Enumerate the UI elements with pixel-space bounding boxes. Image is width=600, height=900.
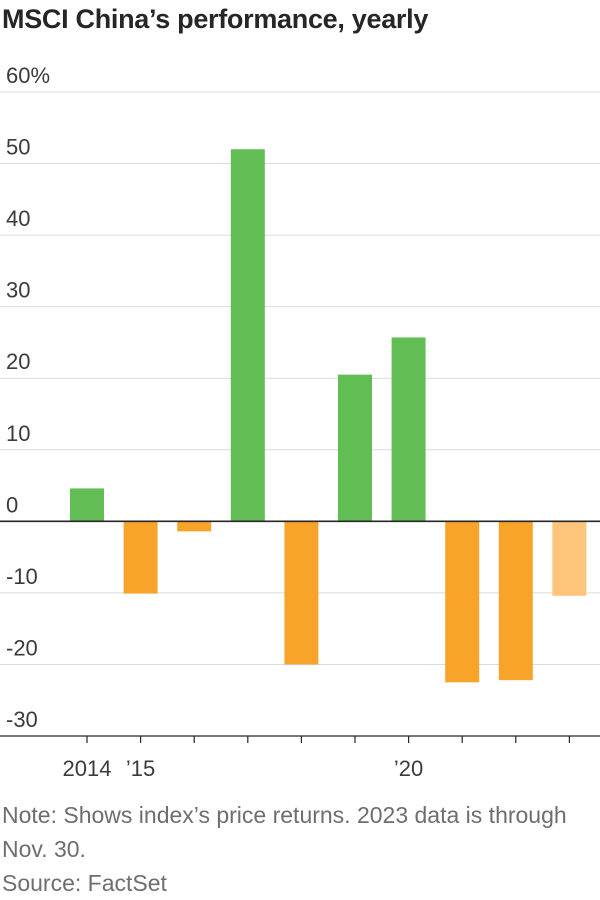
bar-2017 xyxy=(230,149,265,522)
bar-2016 xyxy=(177,521,212,532)
bar-2022 xyxy=(498,521,533,681)
chart-title: MSCI China’s performance, yearly xyxy=(2,4,429,34)
x-tick-label: ’20 xyxy=(394,756,423,781)
y-tick-label: 30 xyxy=(6,278,30,303)
bar-chart: 60% 50 40 30 20 10 0 -10 -20 -30 2014 ’15 ’20 xyxy=(0,63,600,781)
x-tick-label: ’15 xyxy=(126,756,155,781)
y-tick-label: 40 xyxy=(6,206,30,231)
bar-2018 xyxy=(284,521,319,665)
chart-note: Note: Shows index’s price returns. 2023 … xyxy=(2,802,567,862)
y-tick-label: 0 xyxy=(6,492,18,517)
chart-source: Source: FactSet xyxy=(2,870,167,896)
bar-2023 xyxy=(552,521,587,596)
y-axis-tick-labels: 60% 50 40 30 20 10 0 -10 -20 -30 xyxy=(6,63,50,732)
x-axis: 2014 ’15 ’20 xyxy=(0,735,600,781)
y-tick-label: -30 xyxy=(6,707,38,732)
y-tick-label: -20 xyxy=(6,635,38,660)
bar-2019 xyxy=(338,374,372,522)
y-tick-label: 10 xyxy=(6,421,30,446)
y-tick-label: -10 xyxy=(6,564,38,589)
bar-2020 xyxy=(391,337,426,522)
y-tick-label: 60% xyxy=(6,63,50,88)
y-tick-label: 50 xyxy=(6,135,30,160)
bar-2015 xyxy=(123,521,158,594)
bar-2021 xyxy=(445,521,480,683)
y-tick-label: 20 xyxy=(6,349,30,374)
x-tick-label: 2014 xyxy=(63,756,112,781)
bar-2014 xyxy=(70,488,104,522)
bars xyxy=(70,149,587,683)
